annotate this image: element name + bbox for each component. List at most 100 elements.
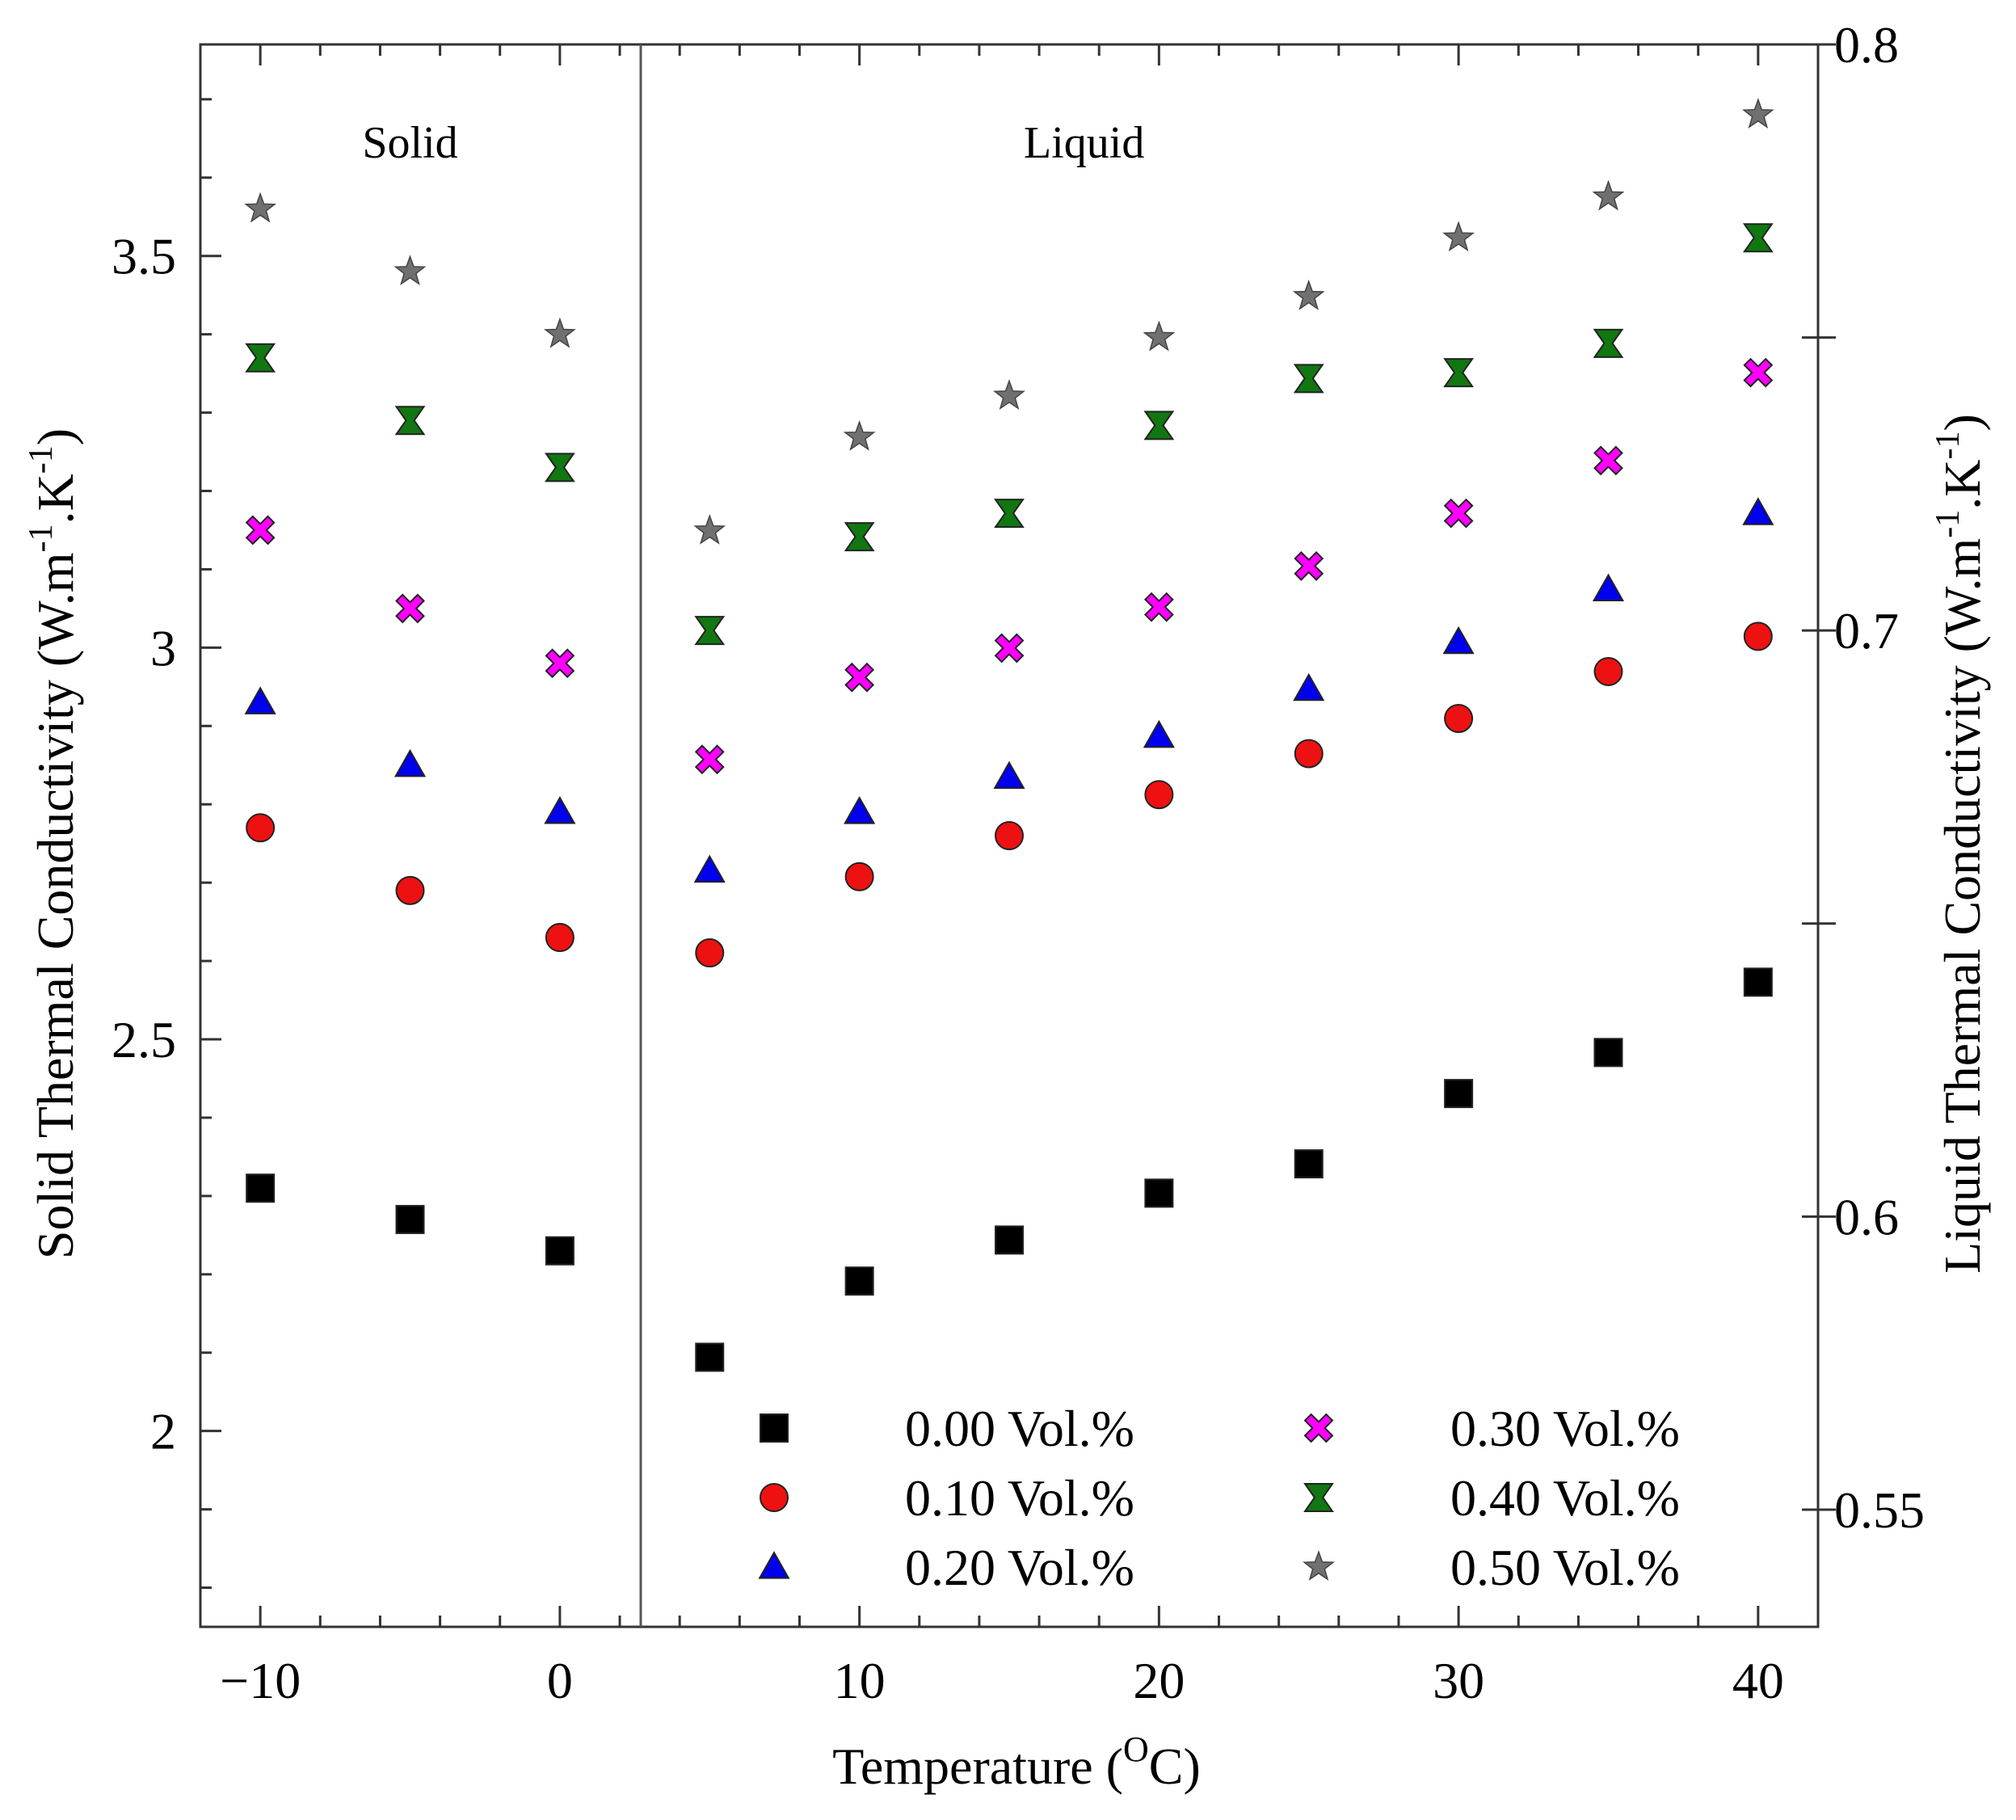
data-point-liquid-shape	[844, 522, 875, 552]
legend-marker	[1303, 1550, 1335, 1581]
plot-border	[199, 43, 1820, 1628]
data-point-liquid-shape	[1143, 411, 1175, 440]
data-point-liquid-shape	[1742, 497, 1774, 525]
data-point-liquid-shape	[1144, 1178, 1174, 1208]
legend-marker-shape	[760, 1413, 789, 1443]
legend-label: 0.50 Vol.%	[1450, 1539, 1680, 1596]
data-point-liquid-shape	[1294, 551, 1324, 581]
y-axis-right-title: Liquid Thermal Conductivity (W.m-1.K-1)	[1930, 414, 1991, 1274]
y-left-title-sup1: -1	[23, 524, 60, 552]
data-point-liquid	[1593, 328, 1624, 358]
data-point-liquid-shape	[1443, 498, 1474, 529]
data-point-liquid	[993, 379, 1025, 410]
data-point-solid-shape	[545, 923, 574, 953]
data-point-liquid-shape	[1143, 592, 1174, 622]
data-point-liquid	[693, 513, 726, 545]
data-point-liquid	[994, 633, 1025, 664]
y-axis-left: 2 2.5 3 3.5	[112, 98, 221, 1590]
data-point-liquid-shape	[1593, 656, 1623, 686]
data-point-liquid	[844, 862, 874, 891]
data-point-liquid	[844, 1266, 874, 1296]
y-right-title-part2: .K	[1934, 459, 1991, 509]
y-right-tick-label: 0.55	[1834, 1481, 1925, 1539]
series-2	[244, 497, 1774, 883]
legend-marker	[760, 1413, 789, 1443]
data-point-liquid	[1593, 1038, 1623, 1068]
data-point-liquid	[1743, 967, 1773, 997]
data-point-liquid-shape	[1593, 328, 1624, 358]
data-point-liquid-shape	[1442, 626, 1475, 655]
data-point-solid-shape	[395, 593, 425, 624]
data-point-liquid-shape	[994, 499, 1025, 529]
data-point-liquid	[1442, 626, 1475, 655]
legend-marker	[1303, 1483, 1334, 1512]
data-point-solid	[394, 255, 427, 285]
legend-label: 0.40 Vol.%	[1450, 1469, 1680, 1527]
x-tick-label: 20	[1133, 1652, 1185, 1709]
data-point-liquid-shape	[1294, 739, 1324, 769]
data-point-solid	[545, 648, 575, 679]
data-point-liquid-shape	[693, 513, 726, 545]
y-right-title-sup2: -1	[1930, 431, 1967, 459]
data-point-liquid	[1144, 1178, 1174, 1208]
data-point-solid-shape	[545, 1236, 574, 1266]
legend-marker	[758, 1551, 790, 1579]
data-point-liquid	[1593, 445, 1623, 476]
region-label-solid: Solid	[362, 118, 457, 168]
data-point-solid-shape	[394, 748, 427, 777]
data-point-liquid-shape	[1592, 179, 1625, 211]
data-point-solid-shape	[395, 875, 425, 905]
data-point-solid	[543, 317, 576, 348]
data-point-liquid	[1742, 497, 1774, 525]
data-point-solid	[544, 796, 576, 824]
plot-frame	[199, 43, 1820, 1628]
legend-marker-shape	[1303, 1483, 1334, 1512]
data-point-liquid-shape	[844, 1266, 874, 1296]
data-point-liquid	[694, 616, 726, 646]
data-point-liquid-shape	[1743, 621, 1773, 651]
data-point-liquid-shape	[694, 616, 726, 646]
data-point-liquid-shape	[1143, 320, 1176, 352]
y-left-tick-label: 2.5	[112, 1011, 176, 1068]
data-point-liquid	[1143, 411, 1175, 440]
data-point-liquid	[694, 744, 725, 775]
data-point-solid	[394, 406, 426, 436]
x-axis-title: Temperature (OC)	[832, 1729, 1201, 1795]
data-point-solid	[245, 343, 276, 373]
x-tick-label: 0	[547, 1652, 573, 1709]
y-left-title-part1: Solid Thermal Conductivity (W.m	[27, 552, 84, 1259]
data-point-liquid-shape	[693, 854, 726, 883]
legend-marker-shape	[1303, 1413, 1334, 1443]
x-axis: −10 0 10 20 30 40	[220, 44, 1784, 1709]
data-point-liquid	[1294, 739, 1324, 769]
series-4	[245, 223, 1774, 646]
data-point-liquid	[993, 760, 1025, 790]
y-right-title-sup1: -1	[1930, 510, 1967, 538]
data-point-liquid-shape	[844, 662, 875, 693]
legend-marker-shape	[758, 1551, 790, 1579]
data-point-solid-shape	[246, 813, 276, 843]
data-point-liquid	[1143, 592, 1174, 622]
x-tick-label: 40	[1732, 1652, 1784, 1709]
data-point-liquid-shape	[1743, 967, 1773, 997]
data-point-solid-shape	[394, 255, 427, 285]
data-point-solid-shape	[244, 686, 276, 714]
data-point-liquid	[1293, 364, 1324, 394]
data-point-liquid-shape	[843, 419, 876, 451]
data-point-solid-shape	[245, 343, 276, 373]
series-5	[244, 98, 1774, 545]
data-point-liquid-shape	[995, 1225, 1024, 1255]
series-3	[245, 357, 1774, 775]
data-point-solid	[395, 593, 425, 624]
y-axis-right: 0.55 0.6 0.7 0.8	[1802, 16, 1925, 1539]
x-axis-title-superscript: O	[1123, 1729, 1149, 1769]
legend: 0.00 Vol.% 0.10 Vol.% 0.20 Vol.% 0.30 Vol.%…	[758, 1400, 1680, 1596]
legend-label: 0.10 Vol.%	[905, 1469, 1134, 1527]
data-point-liquid	[1742, 223, 1774, 253]
data-point-liquid	[1442, 221, 1475, 252]
data-point-solid	[246, 1173, 276, 1203]
legend-marker	[1303, 1413, 1334, 1443]
data-point-liquid-shape	[1444, 1079, 1474, 1109]
data-point-solid	[395, 875, 425, 905]
data-point-liquid	[1444, 1079, 1474, 1109]
